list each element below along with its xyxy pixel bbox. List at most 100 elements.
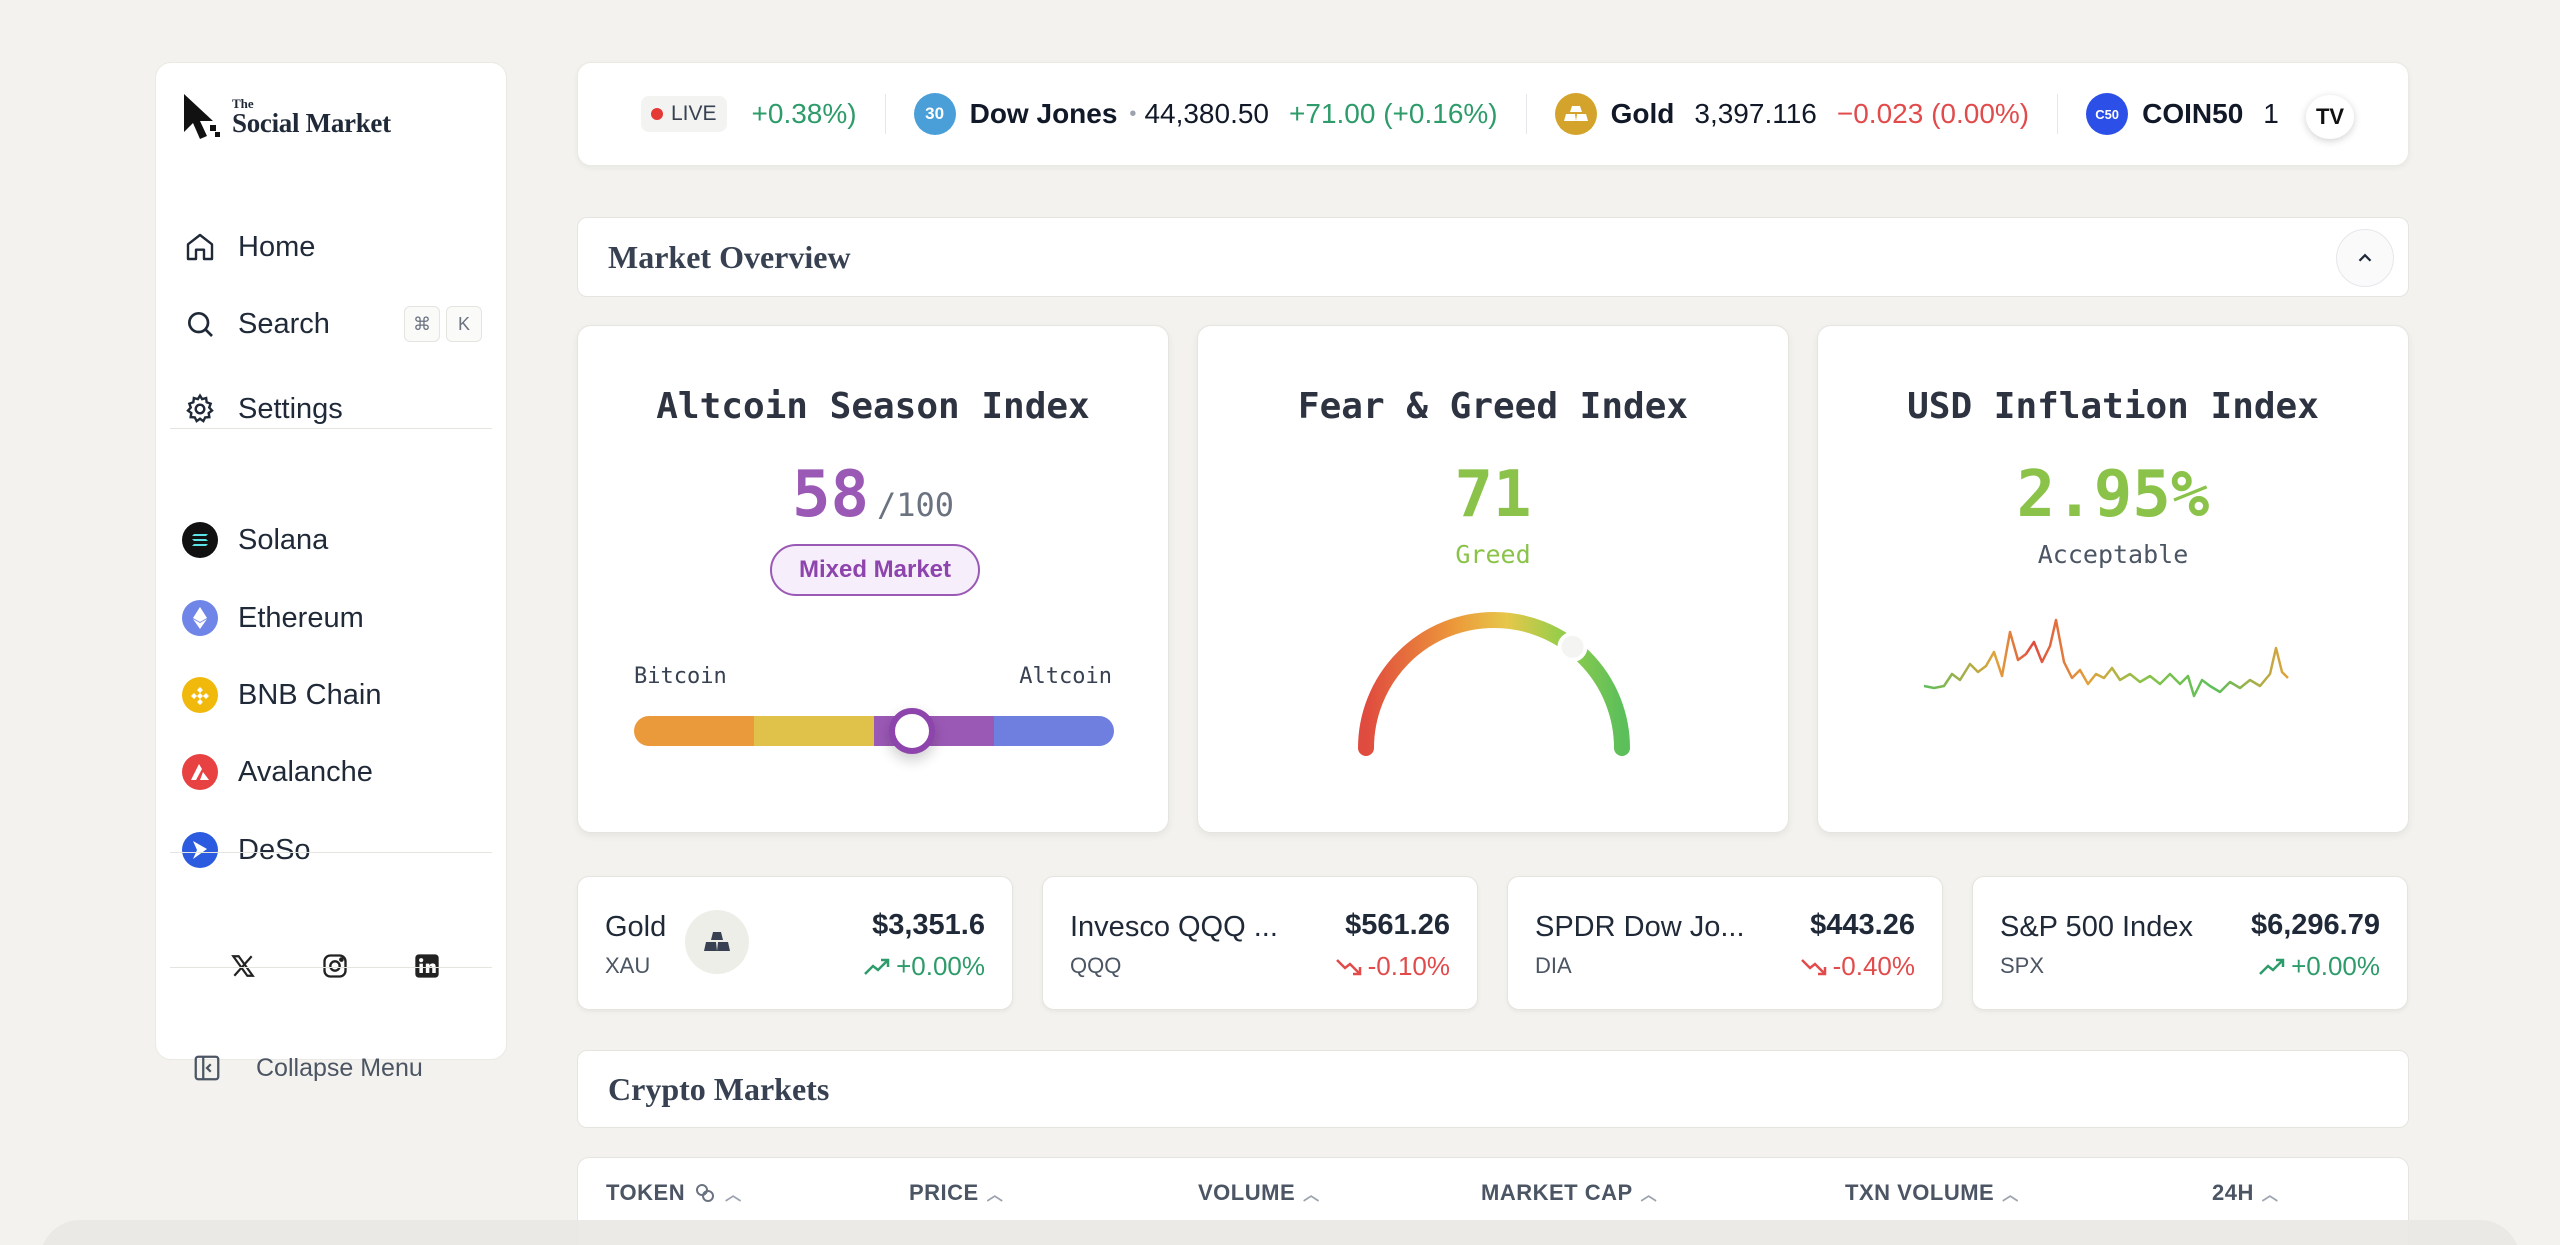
fear-greed-title: Fear & Greed Index: [1297, 386, 1689, 427]
asset-name: S&P 500 Index: [2000, 911, 2193, 943]
crypto-markets-header: Crypto Markets: [577, 1050, 2409, 1128]
nav-divider: [170, 428, 492, 429]
asset-change-value: -0.40%: [1832, 951, 1915, 981]
sort-caret-icon: ︿: [2261, 1187, 2279, 1204]
altcoin-season-title: Altcoin Season Index: [656, 386, 1090, 427]
asset-price: $561.26: [1345, 909, 1450, 941]
usd-inflation-title: USD Inflation Index: [1907, 386, 2319, 427]
brand-name: Social Market: [232, 108, 391, 138]
deso-icon: [182, 832, 218, 868]
column-market-cap-label: MARKET CAP: [1481, 1180, 1633, 1205]
dow-jones-icon: 30: [913, 93, 956, 135]
asset-card-gold[interactable]: Gold XAU $3,351.6 +0.00%: [577, 876, 1013, 1010]
usd-inflation-value: 2.95%: [2016, 458, 2210, 532]
asset-price: $6,296.79: [2250, 909, 2380, 941]
solana-icon: [182, 522, 218, 558]
altcoin-season-card: Altcoin Season Index 58/100 Mixed Market…: [577, 325, 1169, 833]
chain-solana[interactable]: Solana: [182, 514, 482, 566]
collapse-overview-button[interactable]: [2336, 229, 2394, 287]
collapse-menu-button[interactable]: Collapse Menu: [192, 1053, 423, 1083]
search-shortcut: ⌘ K: [404, 306, 482, 342]
ticker-gold-change: −0.023 (0.00%): [1836, 98, 2030, 129]
nav-search[interactable]: Search ⌘ K: [182, 298, 482, 350]
trend-up-icon: [864, 958, 890, 975]
x-twitter-icon[interactable]: [226, 949, 260, 983]
chain-deso[interactable]: DeSo: [182, 824, 482, 876]
nav-search-label: Search: [238, 307, 330, 340]
cursor-logo-icon: [184, 94, 220, 139]
column-token[interactable]: TOKEN ︿: [606, 1180, 742, 1206]
column-txn-volume[interactable]: TXN VOLUME ︿: [1845, 1180, 2019, 1206]
asset-ticker: DIA: [1535, 953, 1572, 978]
linkedin-icon[interactable]: [410, 949, 444, 983]
market-overview-header: Market Overview: [577, 217, 2409, 297]
column-volume[interactable]: VOLUME ︿: [1198, 1180, 1320, 1206]
asset-card-qqq[interactable]: Invesco QQQ ... QQQ $561.26 -0.10%: [1042, 876, 1478, 1010]
chain-avalanche[interactable]: Avalanche: [182, 746, 482, 798]
ethereum-icon: [182, 600, 218, 636]
ticker-gold-price: 3,397.116: [1694, 98, 1817, 129]
column-24h[interactable]: 24H ︿: [2212, 1180, 2278, 1206]
tradingview-logo-icon[interactable]: TV: [2306, 95, 2354, 139]
asset-name: SPDR Dow Jo...: [1535, 911, 1745, 943]
fear-greed-card: Fear & Greed Index 71 Greed: [1197, 325, 1789, 833]
fear-greed-status: Greed: [1455, 540, 1531, 569]
live-label: LIVE: [671, 102, 717, 125]
coin50-icon: C50: [2086, 93, 2129, 135]
asset-change: +0.00%: [864, 951, 985, 982]
chain-bnb[interactable]: BNB Chain: [182, 669, 482, 721]
asset-card-spx[interactable]: S&P 500 Index SPX $6,296.79 +0.00%: [1972, 876, 2408, 1010]
altcoin-season-bar: [634, 716, 1114, 746]
asset-ticker: XAU: [605, 953, 651, 978]
trend-down-icon: [1335, 958, 1361, 975]
bnb-icon: [182, 677, 218, 713]
trend-down-icon: [1800, 958, 1826, 975]
shortcut-mod-key: ⌘: [404, 306, 440, 342]
chain-ethereum[interactable]: Ethereum: [182, 592, 482, 644]
chains-divider: [170, 852, 492, 853]
asset-change: -0.10%: [1335, 951, 1450, 982]
trend-up-icon: [2259, 958, 2285, 975]
social-links: [226, 949, 444, 983]
column-volume-label: VOLUME: [1198, 1180, 1296, 1205]
gold-bars-icon: [1554, 93, 1597, 135]
ticker-separator: [1525, 94, 1527, 134]
altcoin-value-row: 58/100: [578, 458, 1168, 532]
nav-home[interactable]: Home: [182, 221, 482, 273]
asset-card-dia[interactable]: SPDR Dow Jo... DIA $443.26 -0.40%: [1507, 876, 1943, 1010]
ticker-coin50-price: 1: [2263, 98, 2279, 129]
fear-greed-knob: [1557, 631, 1588, 662]
altcoin-value: 58: [791, 458, 869, 532]
brand-logo[interactable]: The Social Market: [182, 89, 391, 145]
column-price[interactable]: PRICE ︿: [909, 1180, 1003, 1206]
column-market-cap[interactable]: MARKET CAP ︿: [1481, 1180, 1657, 1206]
nav-settings[interactable]: Settings: [182, 383, 482, 435]
altcoin-status-badge: Mixed Market: [770, 544, 980, 596]
market-overview-title: Market Overview: [608, 238, 851, 275]
bitcoin-label: Bitcoin: [634, 664, 727, 689]
gear-icon: [182, 391, 218, 427]
ticker-gold-name[interactable]: Gold: [1610, 98, 1675, 129]
column-txn-volume-label: TXN VOLUME: [1845, 1180, 1995, 1205]
chain-deso-label: DeSo: [238, 833, 311, 866]
chain-ethereum-label: Ethereum: [238, 601, 364, 634]
sidebar: The Social Market Home Search ⌘ K Settin…: [155, 62, 507, 1082]
ticker-dow-name[interactable]: Dow Jones: [969, 98, 1118, 129]
sort-caret-icon: ︿: [986, 1187, 1004, 1204]
asset-name: Gold: [605, 911, 667, 943]
asset-name: Invesco QQQ ...: [1070, 911, 1278, 943]
sort-caret-icon: ︿: [725, 1187, 742, 1204]
nav-home-label: Home: [238, 230, 316, 263]
shortcut-k-key: K: [446, 306, 482, 342]
usd-inflation-card: USD Inflation Index 2.95% Acceptable: [1817, 325, 2409, 833]
crypto-markets-title: Crypto Markets: [608, 1070, 830, 1107]
asset-change-value: +0.00%: [2291, 951, 2380, 981]
asset-price: $3,351.6: [872, 909, 985, 941]
asset-change-value: -0.10%: [1367, 951, 1450, 981]
live-dot-icon: [651, 108, 663, 120]
ticker-dow-change: +71.00 (+0.16%): [1289, 98, 1498, 129]
instagram-icon[interactable]: [318, 949, 352, 983]
market-status-dot-icon: •: [1129, 102, 1137, 125]
ticker-coin50-name[interactable]: COIN50: [2142, 98, 2244, 129]
asset-change-value: +0.00%: [896, 951, 985, 981]
